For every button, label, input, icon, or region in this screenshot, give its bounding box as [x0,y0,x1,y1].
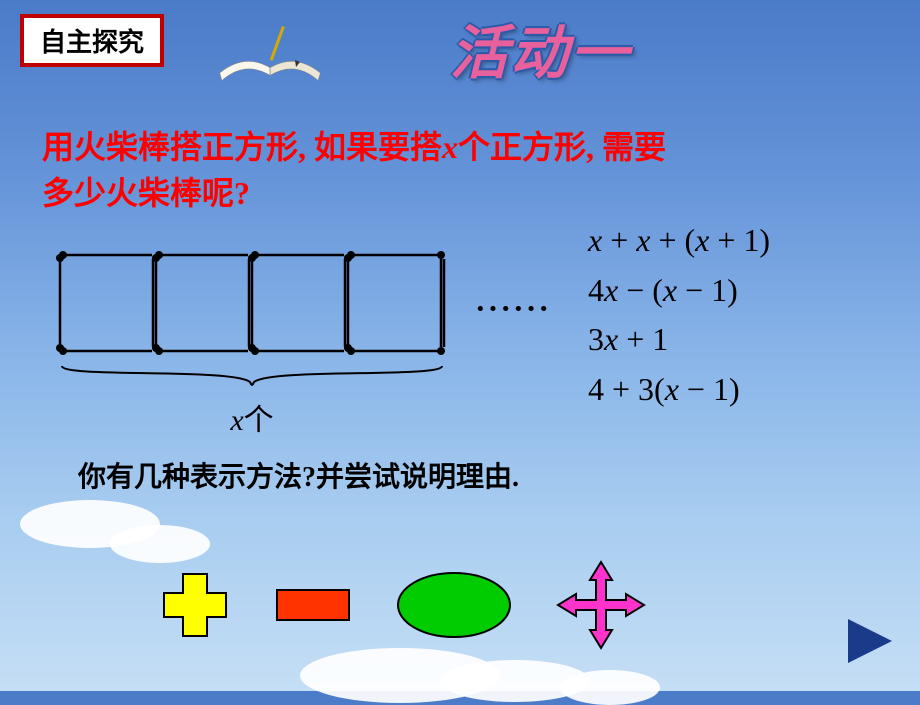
formula-row: x + x + (x + 1) [588,216,770,266]
minus-shape-icon[interactable] [274,587,352,623]
ellipse-shape-icon[interactable] [394,569,514,641]
formula-row: 4 + 3(x − 1) [588,365,770,415]
next-slide-button[interactable] [842,613,898,669]
cloud-deco [560,670,660,705]
question-line2: 多少火柴棒呢? [42,175,250,211]
formula-row: 3x + 1 [588,315,770,365]
ellipsis-dots: ······ [475,290,551,327]
question-text: 用火柴棒搭正方形, 如果要搭x个正方形, 需要 多少火柴棒呢? [42,124,862,217]
plus-shape-icon[interactable] [158,568,232,642]
four-arrows-icon[interactable] [556,560,646,650]
cloud-deco [110,525,210,563]
book-icon [210,18,330,98]
question-line1-pre: 用火柴棒搭正方形, 如果要搭 [42,129,442,165]
header-box: 自主探究 [20,14,164,67]
brace-var: x [230,404,243,437]
formulas-block: x + x + (x + 1) 4x − (x − 1) 3x + 1 4 + … [588,216,770,414]
question-var: x [442,129,458,165]
matchstick-squares-diagram [52,245,452,370]
brace-under-diagram: x个 [52,362,452,439]
slide-title: 活动一 [450,6,630,90]
brace-suffix: 个 [244,404,274,437]
shapes-row [158,560,646,650]
question-line1-post: 个正方形, 需要 [458,129,666,165]
formula-row: 4x − (x − 1) [588,266,770,316]
sub-question-text: 你有几种表示方法?并尝试说明理由. [78,455,519,495]
